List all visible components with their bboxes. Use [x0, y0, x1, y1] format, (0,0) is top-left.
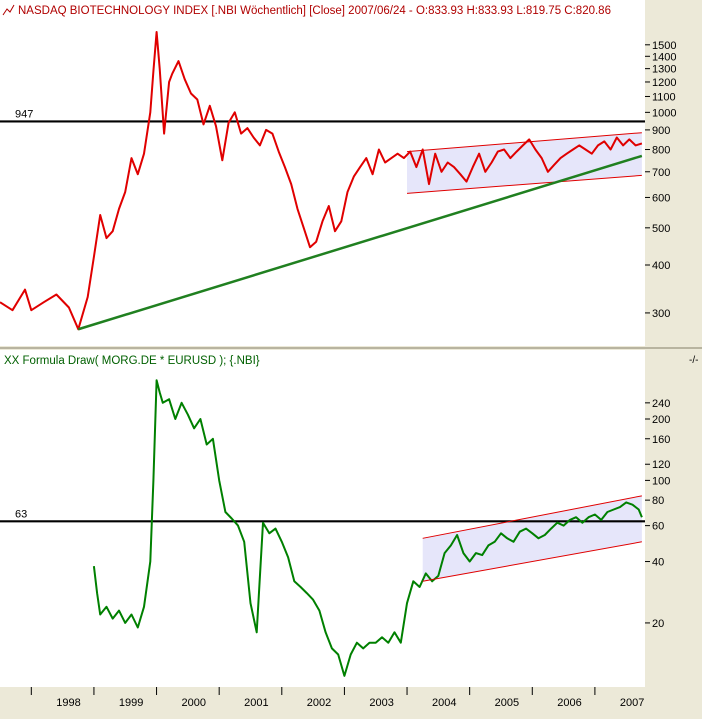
support-trendline[interactable] — [77, 154, 643, 331]
y-tick-label: 300 — [652, 308, 670, 320]
nbi-price-line[interactable] — [0, 31, 643, 331]
y-tick-label: 1500 — [652, 40, 676, 52]
bottom-chart: 63 240 200 160 120 100 80 60 40 20 — [0, 379, 670, 677]
channel-lower-line[interactable] — [422, 541, 642, 582]
y-tick-label: 500 — [652, 223, 670, 235]
y-tick-label: 160 — [652, 434, 670, 446]
time-axis-strip — [0, 687, 702, 714]
y-tick-label: 240 — [652, 398, 670, 410]
x-tick-label: 2005 — [495, 697, 519, 709]
y-tick-label: 200 — [652, 414, 670, 426]
x-tick-label: 2007 — [620, 697, 644, 709]
y-tick-label: 700 — [652, 167, 670, 179]
y-tick-label: 600 — [652, 192, 670, 204]
price-axis-strip — [645, 0, 702, 687]
y-tick-label: 900 — [652, 125, 670, 137]
y-tick-label: 800 — [652, 145, 670, 157]
y-tick-label: 60 — [652, 521, 664, 533]
formula-line[interactable] — [92, 379, 643, 677]
y-tick-label: 100 — [652, 475, 670, 487]
x-tick-label: 2000 — [182, 697, 206, 709]
top-header: NASDAQ BIOTECHNOLOGY INDEX [.NBI Wöchent… — [2, 4, 611, 17]
top-header-text: NASDAQ BIOTECHNOLOGY INDEX [.NBI Wöchent… — [18, 5, 611, 17]
x-tick-label: 2001 — [244, 697, 268, 709]
time-axis: 1998 1999 2000 2001 2002 2003 2004 2005 2006 2007 — [30, 687, 644, 709]
y-tick-label: 1200 — [652, 77, 676, 89]
line-chart-icon — [2, 4, 15, 16]
x-tick-label: 2002 — [307, 697, 331, 709]
y-tick-label: 1400 — [652, 51, 676, 63]
y-tick-label: 80 — [652, 495, 664, 507]
y-tick-label: 120 — [652, 459, 670, 471]
corner-label: -/- — [689, 355, 698, 366]
x-tick-label: 1998 — [56, 697, 80, 709]
bottom-header-text: XX Formula Draw( MORG.DE * EURUSD ); {.N… — [4, 355, 260, 367]
y-tick-label: 20 — [652, 618, 664, 630]
horizontal-level-label: 947 — [15, 108, 33, 120]
x-tick-label: 1999 — [119, 697, 143, 709]
trend-channel-fill — [422, 495, 642, 582]
x-tick-label: 2003 — [369, 697, 393, 709]
channel-lower-line[interactable] — [407, 174, 642, 194]
y-tick-label: 1000 — [652, 107, 676, 119]
y-tick-label: 1100 — [652, 91, 676, 103]
x-tick-label: 2004 — [432, 697, 456, 709]
bottom-header: XX Formula Draw( MORG.DE * EURUSD ); {.N… — [4, 355, 260, 367]
y-tick-label: 400 — [652, 260, 670, 272]
y-tick-label: 1300 — [652, 64, 676, 76]
y-tick-label: 40 — [652, 557, 664, 569]
channel-upper-line[interactable] — [422, 495, 642, 539]
x-tick-label: 2006 — [557, 697, 581, 709]
channel-upper-line[interactable] — [406, 132, 642, 153]
horizontal-level-label: 63 — [15, 508, 27, 520]
